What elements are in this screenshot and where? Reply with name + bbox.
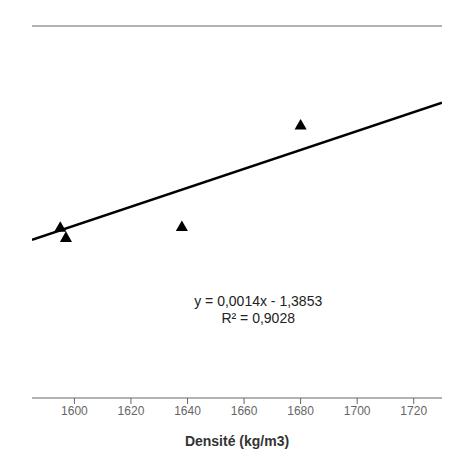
svg-text:Densité (kg/m3): Densité (kg/m3) — [185, 433, 289, 449]
svg-text:1600: 1600 — [61, 404, 88, 418]
svg-text:1640: 1640 — [174, 404, 201, 418]
svg-text:1700: 1700 — [344, 404, 371, 418]
svg-text:1680: 1680 — [287, 404, 314, 418]
svg-text:1660: 1660 — [231, 404, 258, 418]
svg-text:1620: 1620 — [118, 404, 145, 418]
svg-text:1720: 1720 — [400, 404, 427, 418]
svg-text:y = 0,0014x - 1,3853R² = 0,902: y = 0,0014x - 1,3853R² = 0,9028 — [194, 292, 322, 325]
